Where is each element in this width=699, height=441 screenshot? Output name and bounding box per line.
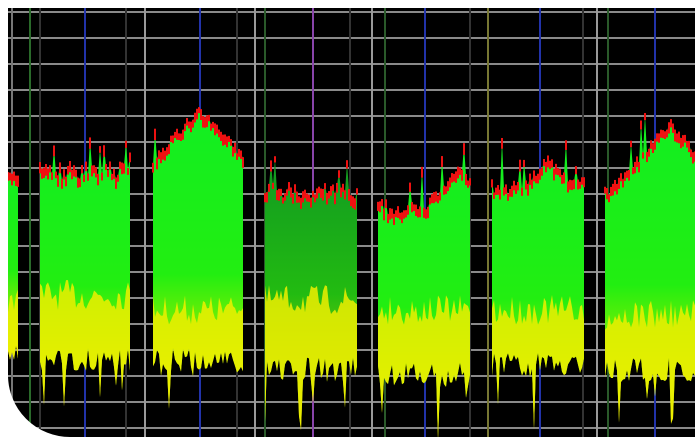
screenshot xyxy=(0,0,699,441)
spectrum-display xyxy=(0,0,699,441)
plot-area xyxy=(0,0,699,441)
